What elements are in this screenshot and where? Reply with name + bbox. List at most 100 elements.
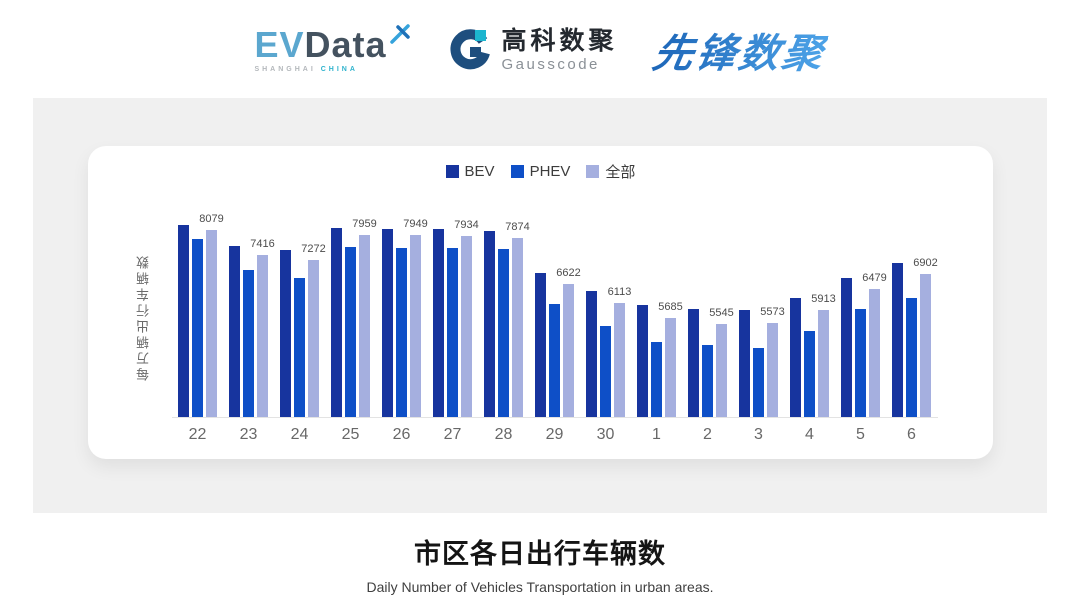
chart-card: BEV PHEV 全部 每万辆出行车辆数 8079 7416 7272 7959 794… — [88, 146, 993, 459]
bar-全部-26[interactable] — [410, 235, 421, 417]
bar-BEV-2[interactable] — [688, 309, 699, 417]
bar-BEV-3[interactable] — [739, 310, 750, 417]
value-label: 5685 — [658, 301, 683, 313]
bar-PHEV-25[interactable] — [345, 247, 356, 417]
bar-PHEV-2[interactable] — [702, 345, 713, 417]
category-axis: 22 23 24 25 26 27 28 29 30 1 2 3 4 5 6 — [172, 426, 938, 444]
bar-PHEV-30[interactable] — [600, 326, 611, 417]
value-label: 5913 — [811, 293, 836, 305]
evdata-logo-subtext: SHANGHAI CHINA — [254, 66, 358, 73]
value-label: 7934 — [454, 219, 479, 231]
bar-BEV-25[interactable] — [331, 228, 342, 417]
bar-group: 5913 — [784, 216, 836, 417]
evdata-star-icon — [389, 24, 410, 44]
legend-swatch-all — [586, 165, 600, 178]
bar-全部-6[interactable] — [920, 274, 931, 417]
bar-全部-1[interactable] — [665, 318, 676, 417]
category-label: 24 — [290, 426, 309, 443]
category-label: 25 — [341, 426, 360, 443]
bar-PHEV-26[interactable] — [396, 248, 407, 417]
category-label: 2 — [703, 426, 712, 443]
value-label: 7949 — [403, 218, 428, 230]
category-label: 22 — [188, 426, 207, 443]
legend-item-bev[interactable]: BEV — [445, 161, 495, 182]
category-label: 5 — [856, 426, 865, 443]
bar-PHEV-3[interactable] — [753, 348, 764, 417]
category-label: 4 — [805, 426, 814, 443]
bar-PHEV-24[interactable] — [294, 278, 305, 417]
bar-BEV-27[interactable] — [433, 229, 444, 417]
category-label: 29 — [545, 426, 564, 443]
bar-全部-25[interactable] — [359, 235, 370, 417]
legend-label-all: 全部 — [605, 164, 636, 181]
bar-PHEV-6[interactable] — [906, 298, 917, 417]
bar-PHEV-29[interactable] — [549, 304, 560, 417]
bar-BEV-28[interactable] — [484, 231, 495, 417]
category-label: 30 — [596, 426, 615, 443]
legend-item-all[interactable]: 全部 — [586, 161, 635, 182]
header: EV Data SHANGHAI CHINA 高科数聚 Gausscode 先锋数… — [0, 14, 1080, 86]
chart-panel: BEV PHEV 全部 每万辆出行车辆数 8079 7416 7272 7959 794… — [33, 98, 1047, 513]
bar-group: 7272 — [274, 216, 326, 417]
legend-item-phev[interactable]: PHEV — [510, 161, 571, 182]
bar-group: 7934 — [427, 216, 479, 417]
category-label: 1 — [652, 426, 661, 443]
bar-group: 6902 — [886, 216, 938, 417]
bar-group: 7959 — [325, 216, 377, 417]
xianfeng-logo: 先锋数聚 — [648, 21, 830, 79]
category-label: 27 — [443, 426, 462, 443]
bar-全部-29[interactable] — [563, 284, 574, 417]
bar-全部-5[interactable] — [869, 289, 880, 417]
bar-PHEV-23[interactable] — [243, 270, 254, 417]
bar-全部-22[interactable] — [206, 230, 217, 417]
gausscode-logo: 高科数聚 Gausscode — [447, 27, 618, 73]
value-label: 7959 — [352, 218, 377, 230]
value-label: 7416 — [250, 238, 275, 250]
bar-group: 5573 — [733, 216, 785, 417]
bar-BEV-29[interactable] — [535, 273, 546, 417]
gausscode-logo-cn-text: 高科数聚 — [501, 27, 618, 55]
bar-全部-4[interactable] — [818, 310, 829, 417]
bar-全部-3[interactable] — [767, 323, 778, 417]
bar-group: 7949 — [376, 216, 428, 417]
bar-group: 6622 — [529, 216, 581, 417]
bar-全部-24[interactable] — [308, 260, 319, 417]
bar-全部-2[interactable] — [716, 324, 727, 417]
bar-PHEV-27[interactable] — [447, 248, 458, 417]
bar-BEV-24[interactable] — [280, 250, 291, 417]
bar-group: 5545 — [682, 216, 734, 417]
category-label: 6 — [907, 426, 916, 443]
page-subtitle: Daily Number of Vehicles Transportation … — [366, 579, 714, 595]
bar-BEV-22[interactable] — [178, 225, 189, 417]
bar-PHEV-22[interactable] — [192, 239, 203, 417]
bar-PHEV-1[interactable] — [651, 342, 662, 417]
bar-全部-23[interactable] — [257, 255, 268, 417]
bar-BEV-6[interactable] — [892, 263, 903, 417]
bar-BEV-5[interactable] — [841, 278, 852, 417]
bar-BEV-26[interactable] — [382, 229, 393, 417]
bar-PHEV-28[interactable] — [498, 249, 509, 417]
category-label: 23 — [239, 426, 258, 443]
bar-全部-27[interactable] — [461, 236, 472, 417]
bar-BEV-23[interactable] — [229, 246, 240, 417]
legend-label-phev: PHEV — [529, 163, 571, 180]
legend-swatch-phev — [510, 165, 524, 178]
value-label: 5545 — [709, 307, 734, 319]
bar-PHEV-5[interactable] — [855, 309, 866, 417]
bar-全部-30[interactable] — [614, 303, 625, 417]
y-axis-title: 每万辆出行车辆数 — [136, 253, 151, 381]
value-label: 8079 — [199, 213, 224, 225]
bar-PHEV-4[interactable] — [804, 331, 815, 417]
bar-BEV-1[interactable] — [637, 305, 648, 417]
chart-legend: BEV PHEV 全部 — [88, 161, 993, 182]
legend-swatch-bev — [445, 165, 459, 178]
value-label: 5573 — [760, 306, 785, 318]
plot-area: 8079 7416 7272 7959 7949 7934 7874 6622 6113 5685… — [172, 213, 938, 418]
bar-BEV-4[interactable] — [790, 298, 801, 417]
page-title: 市区各日出行车辆数 — [414, 539, 666, 569]
value-label: 7874 — [505, 221, 530, 233]
bar-全部-28[interactable] — [512, 238, 523, 417]
bar-group: 7874 — [478, 216, 530, 417]
category-label: 28 — [494, 426, 513, 443]
bar-BEV-30[interactable] — [586, 291, 597, 417]
